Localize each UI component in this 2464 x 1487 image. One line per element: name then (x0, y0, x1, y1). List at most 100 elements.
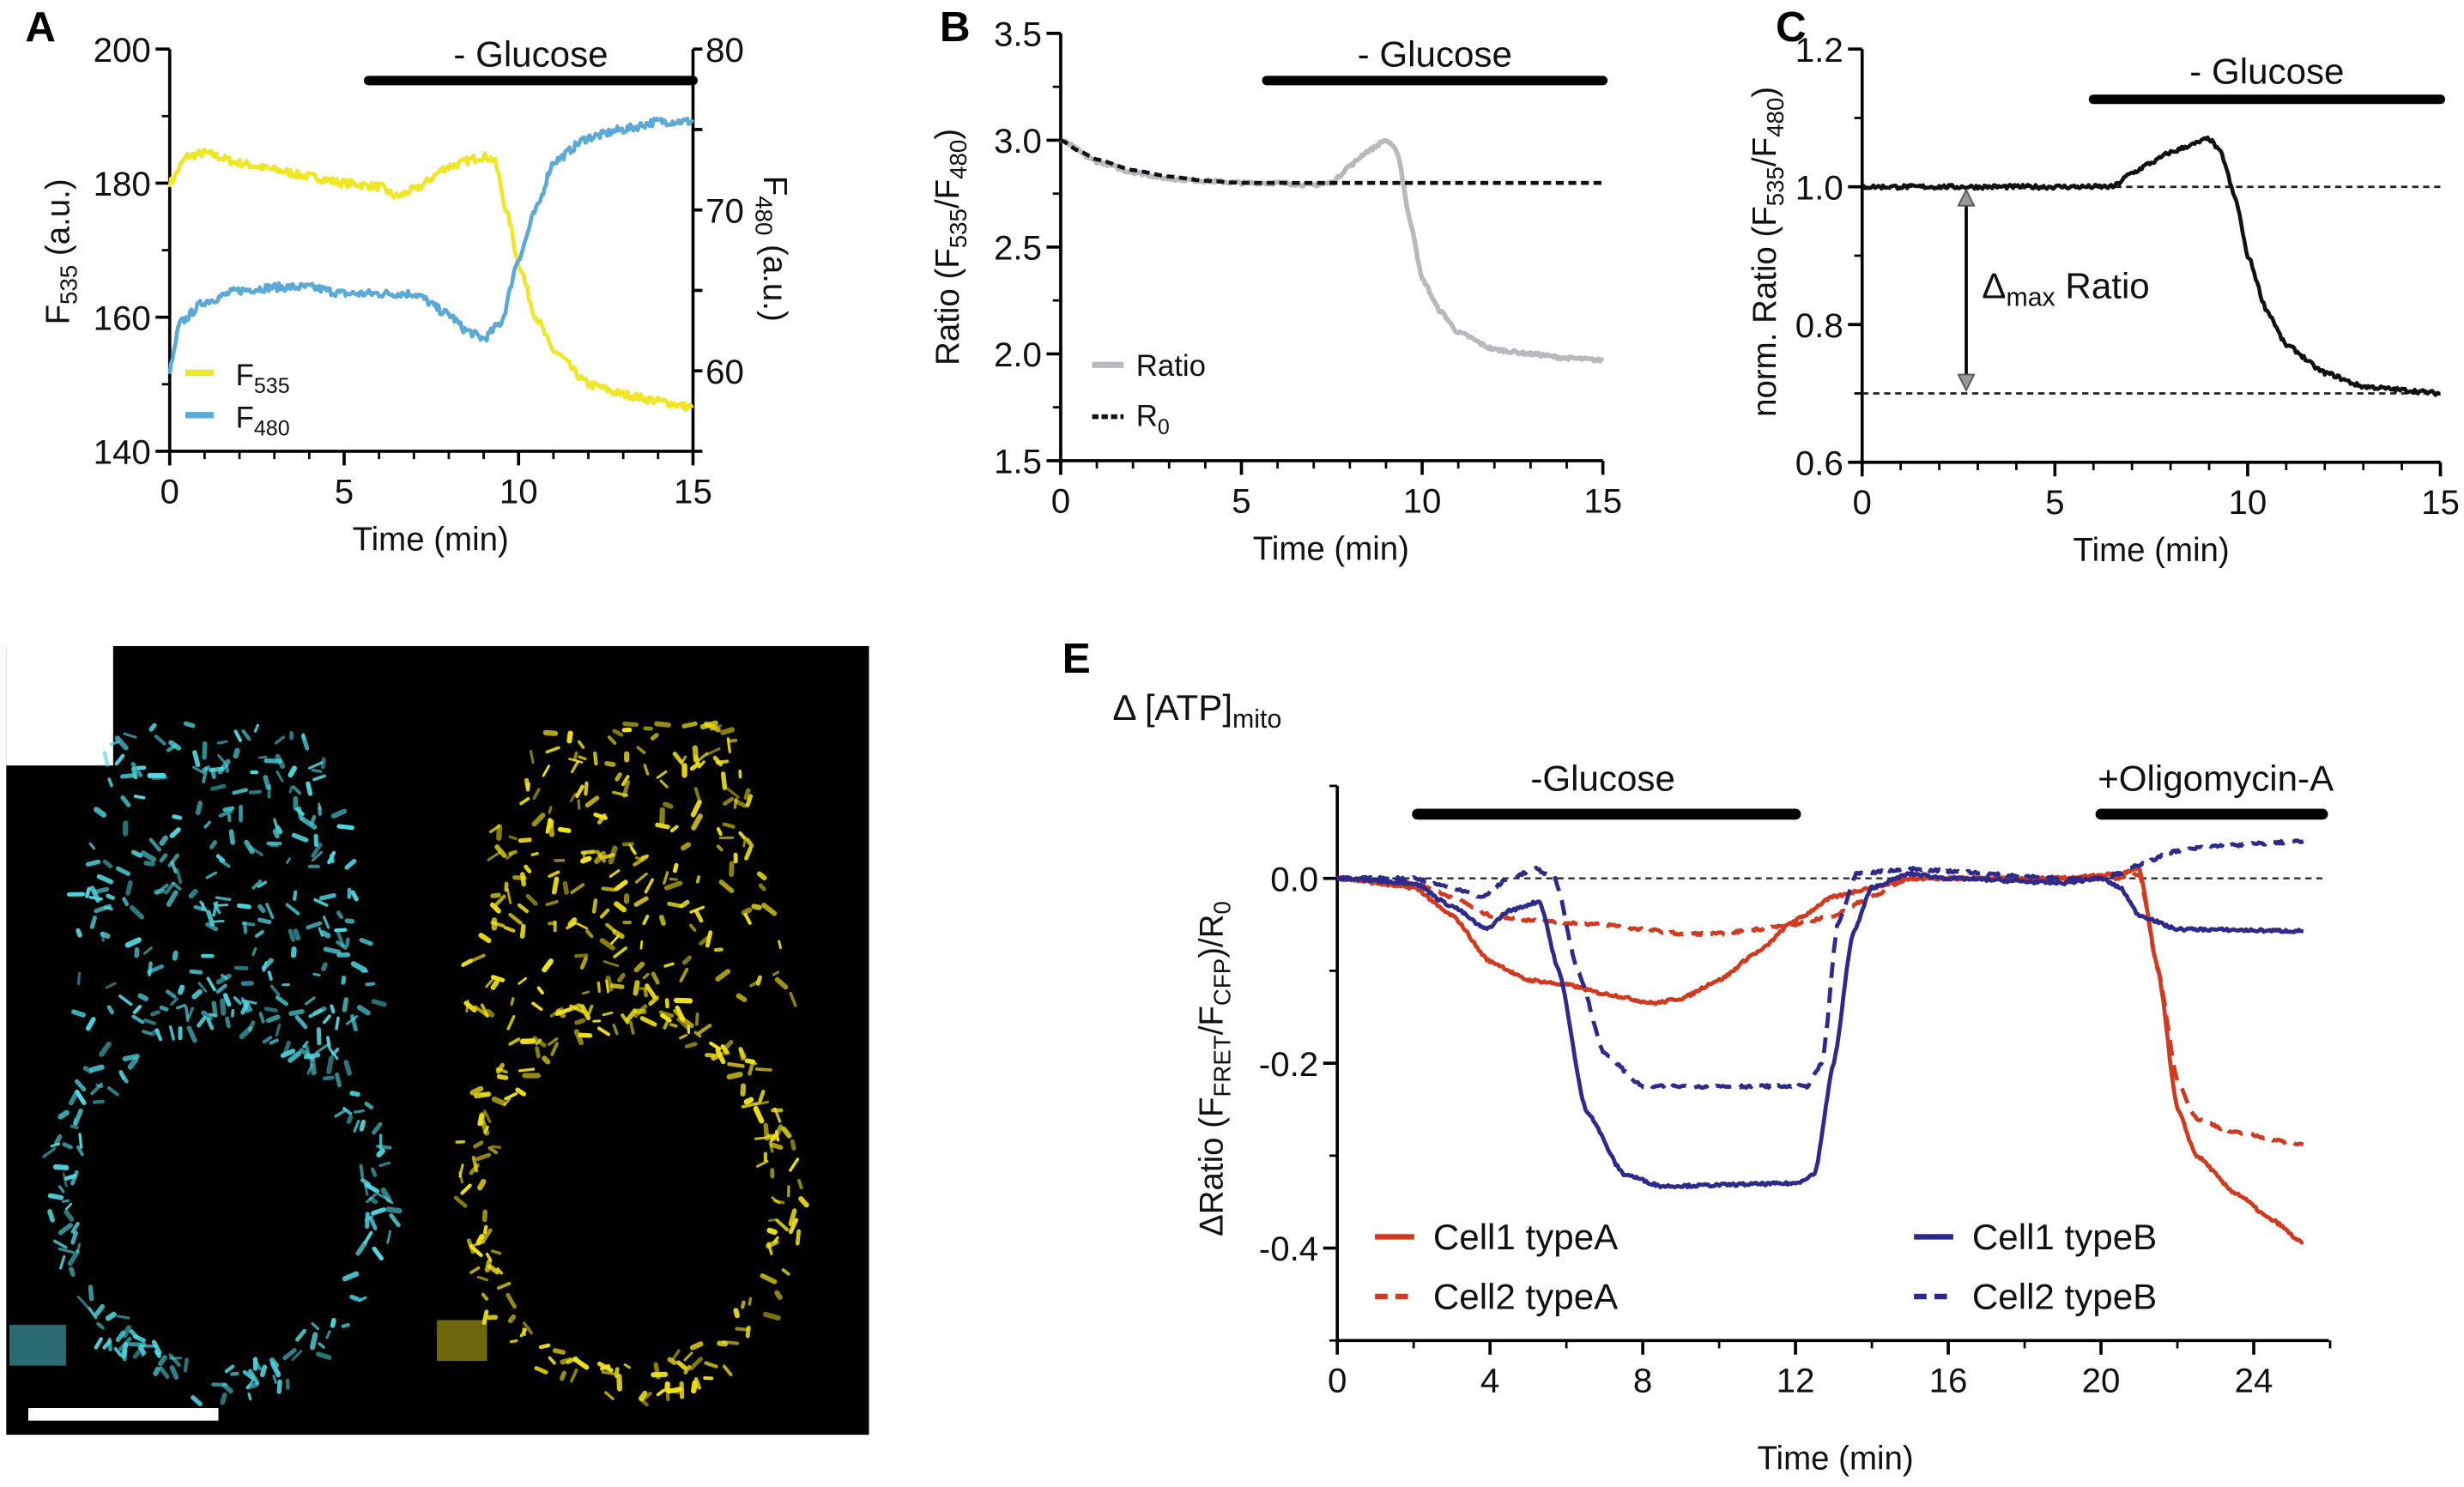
mitochondria-segment (612, 1024, 619, 1036)
mitochondria-segment (58, 1247, 75, 1254)
mitochondria-segment (743, 788, 751, 801)
mitochondria-segment (203, 820, 211, 829)
mitochondria-segment (596, 981, 601, 994)
mitochondria-segment (363, 1230, 373, 1245)
mitochondria-segment (150, 1010, 160, 1017)
series-cell1-typeb-line (1336, 870, 2304, 1190)
mitochondria-segment (566, 730, 573, 744)
mitochondria-segment (137, 1345, 147, 1356)
mitochondria-segment (629, 1020, 635, 1035)
mitochondria-segment (210, 783, 227, 791)
mitochondria-segment (129, 1329, 139, 1339)
mitochondria-segment (282, 1040, 291, 1055)
mitochondria-segment (311, 1321, 320, 1331)
mitochondria-segment (202, 740, 208, 760)
mitochondria-segment (153, 888, 166, 895)
mitochondria-segment (288, 765, 297, 778)
mitochondria-segment (89, 1064, 105, 1073)
mitochondria-segment (303, 1052, 321, 1060)
mitochondria-segment (342, 1107, 353, 1115)
mitochondria-segment (114, 753, 125, 766)
mitochondria-segment (92, 1099, 105, 1104)
mitochondria-segment (326, 1036, 331, 1049)
mitochondria-segment (694, 910, 704, 923)
cyan-blob (9, 1324, 66, 1366)
mitochondria-segment (129, 905, 144, 920)
mitochondria-segment (591, 898, 598, 914)
y-tick-label: 2.0 (994, 335, 1042, 374)
y-tick-label: 0.0 (1270, 860, 1318, 898)
mitochondria-segment (726, 737, 731, 753)
mitochondria-segment (689, 905, 705, 914)
mitochondria-segment (669, 877, 678, 881)
mitochondria-segment (642, 914, 650, 926)
mitochondria-segment (693, 1376, 702, 1390)
mitochondria-segment (722, 1364, 733, 1376)
mitochondria-segment (282, 1348, 297, 1361)
mitochondria-segment (291, 832, 309, 843)
mitochondria-segment (142, 1030, 152, 1036)
mitochondria-segment (306, 1063, 314, 1075)
mitochondria-segment (487, 1264, 500, 1275)
mitochondria-segment (690, 800, 702, 818)
mitochondria-segment (240, 997, 250, 1013)
mitochondria-segment (262, 961, 268, 972)
mitochondria-segment (313, 833, 319, 848)
mitochondria-segment (149, 1028, 160, 1037)
mitochondria-segment (651, 971, 660, 985)
right-y-tick-label: 60 (705, 353, 744, 391)
mitochondria-segment (233, 996, 242, 1005)
mitochondria-segment (774, 1290, 783, 1300)
mitochondria-segment (342, 997, 349, 1012)
mitochondria-segment (571, 759, 580, 774)
mitochondria-segment (265, 1014, 281, 1024)
mitochondria-segment (718, 880, 735, 893)
mitochondria-segment (312, 1006, 327, 1016)
x-tick-label: 12 (1777, 1362, 1815, 1400)
mitochondria-segment (479, 1111, 486, 1126)
mitochondria-segment (797, 1178, 803, 1190)
mitochondria-segment (727, 738, 738, 743)
mitochondria-segment (722, 822, 736, 829)
y-tick-label: 200 (94, 31, 151, 70)
mitochondria-segment (248, 789, 262, 795)
series-f480-line (167, 116, 694, 375)
mitochondria-segment (676, 1017, 690, 1031)
mitochondria-segment (130, 849, 143, 858)
mitochondria-segment (761, 903, 778, 916)
mitochondria-segment (650, 733, 659, 740)
panel-c-chart: 0 5 10 15 0.6 0.8 1.0 1.2 - Glucose Δmax Ratio nor… (1747, 31, 2460, 569)
mitochondria-segment (663, 962, 675, 968)
series-r0-line (1060, 138, 1604, 185)
panel-e-chart: 0 4 8 12 16 20 24 -0.4 -0.2 0.0 -Glucose +Oligomyci… (1112, 687, 2334, 1477)
mitochondria-segment (575, 784, 584, 799)
mitochondria-segment (745, 794, 754, 807)
mitochondria-segment (197, 982, 208, 993)
mitochondria-segment (741, 907, 753, 916)
legend-label: Cell2 typeA (1433, 1277, 1618, 1317)
mitochondria-segment (504, 1091, 518, 1101)
mitochondria-segment (617, 972, 626, 982)
mitochondria-segment (633, 980, 640, 996)
mitochondria-segment (694, 1012, 699, 1026)
mitochondria-segment (605, 922, 616, 933)
mitochondria-segment (378, 1161, 391, 1168)
mitochondria-segment (767, 1218, 778, 1223)
mitochondria-segment (542, 765, 551, 777)
mitochondria-segment (490, 892, 501, 898)
mitochondria-segment (70, 1221, 80, 1234)
mitochondria-segment (481, 1209, 488, 1223)
mitochondria-segment (664, 880, 683, 891)
mitochondria-segment (754, 1100, 770, 1106)
mitochondria-segment (233, 965, 249, 970)
mitochondria-segment (302, 1041, 309, 1049)
mitochondria-segment (693, 787, 701, 801)
mitochondria-segment (269, 843, 279, 848)
mitochondria-segment (643, 764, 650, 776)
y-axis-left-label: F535 (a.u.) (40, 178, 82, 324)
mitochondria-segment (124, 937, 142, 948)
mitochondria-segment (788, 1208, 797, 1226)
y-axis-label: ΔRatio (FFRET/FCFP)/R0 (1194, 901, 1236, 1236)
mitochondria-segment (359, 1119, 366, 1132)
